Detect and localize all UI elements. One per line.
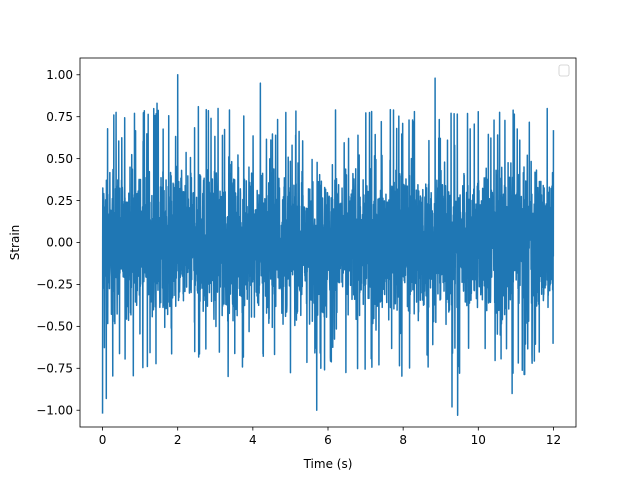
y-tick-label: 0.75 bbox=[46, 110, 73, 124]
y-axis-ticks: −1.00 −0.75 −0.50 −0.25 0.00 0.25 0.50 0.75 1.00 bbox=[36, 68, 80, 417]
x-tick-label: 12 bbox=[546, 433, 561, 447]
y-tick-label: 0.50 bbox=[46, 152, 73, 166]
y-tick-label: 0.25 bbox=[46, 194, 73, 208]
x-tick-label: 10 bbox=[471, 433, 486, 447]
x-tick-label: 2 bbox=[174, 433, 182, 447]
plot-area bbox=[79, 57, 577, 428]
y-tick-label: −0.50 bbox=[36, 320, 73, 334]
legend-box bbox=[558, 64, 570, 77]
y-tick-label: −0.25 bbox=[36, 278, 73, 292]
x-axis-ticks: 0 2 4 6 8 10 12 bbox=[99, 427, 561, 447]
y-axis-label: Strain bbox=[8, 225, 22, 261]
x-tick-label: 6 bbox=[324, 433, 332, 447]
x-axis-label: Time (s) bbox=[303, 457, 353, 471]
series-layer bbox=[101, 74, 555, 417]
x-tick-label: 8 bbox=[399, 433, 407, 447]
x-tick-label: 4 bbox=[249, 433, 257, 447]
y-tick-label: −1.00 bbox=[36, 403, 73, 417]
x-tick-label: 0 bbox=[99, 433, 107, 447]
y-tick-label: 1.00 bbox=[46, 68, 73, 82]
y-tick-label: −0.75 bbox=[36, 361, 73, 375]
strain-series-line bbox=[101, 74, 555, 417]
y-tick-label: 0.00 bbox=[46, 236, 73, 250]
